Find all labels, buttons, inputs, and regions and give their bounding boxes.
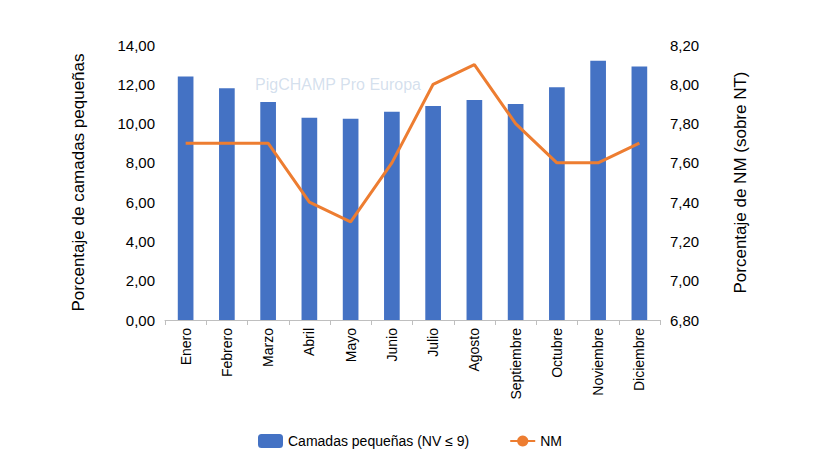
- svg-text:Septiembre: Septiembre: [508, 328, 524, 400]
- svg-text:14,00: 14,00: [117, 37, 155, 54]
- svg-text:0,00: 0,00: [126, 312, 155, 329]
- svg-text:7,60: 7,60: [670, 154, 699, 171]
- svg-text:PigCHAMP Pro Europa: PigCHAMP Pro Europa: [255, 76, 421, 93]
- svg-text:6,00: 6,00: [126, 194, 155, 211]
- svg-text:Mayo: Mayo: [343, 328, 359, 362]
- svg-text:4,00: 4,00: [126, 233, 155, 250]
- svg-text:Abril: Abril: [301, 328, 317, 356]
- svg-text:Porcentaje de NM (sobre NT): Porcentaje de NM (sobre NT): [731, 71, 750, 293]
- svg-text:Octubre: Octubre: [549, 328, 565, 378]
- svg-text:12,00: 12,00: [117, 76, 155, 93]
- svg-text:7,20: 7,20: [670, 233, 699, 250]
- svg-text:7,80: 7,80: [670, 115, 699, 132]
- svg-text:Enero: Enero: [178, 328, 194, 366]
- svg-text:8,00: 8,00: [126, 154, 155, 171]
- svg-text:Junio: Junio: [384, 328, 400, 362]
- svg-text:Agosto: Agosto: [466, 328, 482, 372]
- svg-text:6,80: 6,80: [670, 312, 699, 329]
- svg-text:Febrero: Febrero: [219, 328, 235, 377]
- svg-text:2,00: 2,00: [126, 272, 155, 289]
- svg-text:8,20: 8,20: [670, 37, 699, 54]
- svg-text:7,40: 7,40: [670, 194, 699, 211]
- svg-text:Noviembre: Noviembre: [590, 328, 606, 396]
- svg-text:7,00: 7,00: [670, 272, 699, 289]
- svg-text:Julio: Julio: [425, 328, 441, 357]
- svg-text:Marzo: Marzo: [260, 328, 276, 367]
- svg-text:NM: NM: [540, 433, 562, 449]
- svg-text:10,00: 10,00: [117, 115, 155, 132]
- svg-text:Camadas pequeñas (NV ≤ 9): Camadas pequeñas (NV ≤ 9): [288, 433, 469, 449]
- svg-text:8,00: 8,00: [670, 76, 699, 93]
- svg-text:Porcentaje de camadas pequeñas: Porcentaje de camadas pequeñas: [69, 53, 88, 311]
- svg-text:Diciembre: Diciembre: [631, 328, 647, 391]
